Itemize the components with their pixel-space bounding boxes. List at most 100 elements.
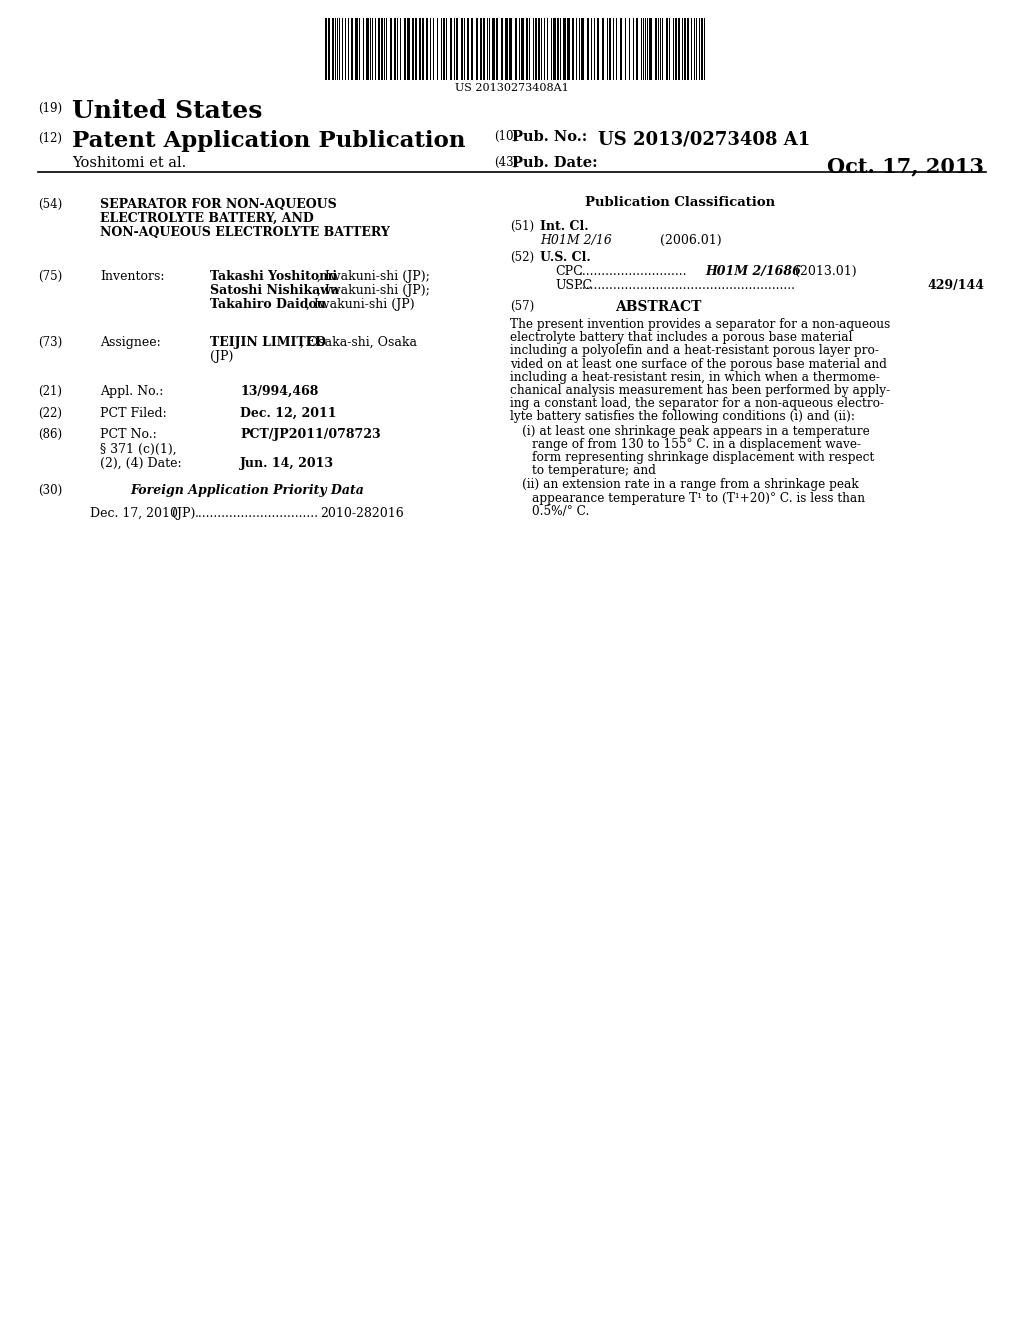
Text: (2), (4) Date:: (2), (4) Date: xyxy=(100,457,181,470)
Text: (19): (19) xyxy=(38,102,62,115)
Bar xyxy=(422,18,424,81)
Text: (12): (12) xyxy=(38,132,62,145)
Text: (JP): (JP) xyxy=(172,507,196,520)
Bar xyxy=(675,18,677,81)
Text: Jun. 14, 2013: Jun. 14, 2013 xyxy=(240,457,334,470)
Text: (ii) an extension rate in a range from a shrinkage peak: (ii) an extension rate in a range from a… xyxy=(522,478,859,491)
Text: U.S. Cl.: U.S. Cl. xyxy=(540,251,591,264)
Text: range of from 130 to 155° C. in a displacement wave-: range of from 130 to 155° C. in a displa… xyxy=(532,438,861,451)
Bar xyxy=(351,18,353,81)
Text: Publication Classification: Publication Classification xyxy=(585,195,775,209)
Bar xyxy=(355,18,358,81)
Text: ABSTRACT: ABSTRACT xyxy=(615,300,701,314)
Bar xyxy=(492,18,495,81)
Text: 13/994,468: 13/994,468 xyxy=(240,385,318,399)
Text: PCT No.:: PCT No.: xyxy=(100,428,157,441)
Bar xyxy=(515,18,517,81)
Text: (i) at least one shrinkage peak appears in a temperature: (i) at least one shrinkage peak appears … xyxy=(522,425,869,438)
Bar xyxy=(471,18,473,81)
Bar xyxy=(328,18,330,81)
Text: Pub. Date:: Pub. Date: xyxy=(512,156,598,170)
Text: (51): (51) xyxy=(510,220,535,234)
Bar xyxy=(636,18,638,81)
Text: vided on at least one surface of the porous base material and: vided on at least one surface of the por… xyxy=(510,358,887,371)
Bar xyxy=(404,18,406,81)
Bar xyxy=(701,18,703,81)
Bar xyxy=(563,18,566,81)
Text: ............................: ............................ xyxy=(579,265,687,279)
Text: (73): (73) xyxy=(38,337,62,348)
Text: , Osaka-shi, Osaka: , Osaka-shi, Osaka xyxy=(300,337,417,348)
Bar xyxy=(597,18,599,81)
Text: Int. Cl.: Int. Cl. xyxy=(540,220,589,234)
Text: (52): (52) xyxy=(510,251,535,264)
Bar xyxy=(456,18,458,81)
Bar xyxy=(461,18,463,81)
Text: (54): (54) xyxy=(38,198,62,211)
Text: Takahiro Daidou: Takahiro Daidou xyxy=(210,298,326,312)
Bar xyxy=(687,18,689,81)
Bar xyxy=(557,18,559,81)
Bar xyxy=(649,18,652,81)
Bar xyxy=(332,18,334,81)
Bar xyxy=(443,18,445,81)
Text: H01M 2/16: H01M 2/16 xyxy=(540,234,612,247)
Text: Pub. No.:: Pub. No.: xyxy=(512,129,587,144)
Text: ................................: ................................ xyxy=(195,507,319,520)
Bar xyxy=(553,18,556,81)
Text: form representing shrinkage displacement with respect: form representing shrinkage displacement… xyxy=(532,451,874,465)
Text: US 2013/0273408 A1: US 2013/0273408 A1 xyxy=(598,129,810,148)
Bar xyxy=(467,18,469,81)
Text: (30): (30) xyxy=(38,484,62,498)
Text: appearance temperature T¹ to (T¹+20)° C. is less than: appearance temperature T¹ to (T¹+20)° C.… xyxy=(532,491,865,504)
Bar xyxy=(390,18,392,81)
Text: 0.5%/° C.: 0.5%/° C. xyxy=(532,504,590,517)
Bar xyxy=(581,18,584,81)
Bar xyxy=(426,18,428,81)
Text: Oct. 17, 2013: Oct. 17, 2013 xyxy=(827,156,984,176)
Text: , Iwakuni-shi (JP): , Iwakuni-shi (JP) xyxy=(306,298,415,312)
Text: 2010-282016: 2010-282016 xyxy=(319,507,403,520)
Text: USPC: USPC xyxy=(555,279,592,292)
Bar xyxy=(666,18,668,81)
Text: PCT/JP2011/078723: PCT/JP2011/078723 xyxy=(240,428,381,441)
Bar xyxy=(412,18,414,81)
Text: (21): (21) xyxy=(38,385,62,399)
Bar xyxy=(394,18,396,81)
Text: (57): (57) xyxy=(510,300,535,313)
Text: United States: United States xyxy=(72,99,262,123)
Text: chanical analysis measurement has been performed by apply-: chanical analysis measurement has been p… xyxy=(510,384,890,397)
Text: Assignee:: Assignee: xyxy=(100,337,161,348)
Text: 429/144: 429/144 xyxy=(927,279,984,292)
Text: Foreign Application Priority Data: Foreign Application Priority Data xyxy=(130,484,364,498)
Bar xyxy=(407,18,410,81)
Bar xyxy=(505,18,508,81)
Text: ing a constant load, the separator for a non-aqueous electro-: ing a constant load, the separator for a… xyxy=(510,397,884,411)
Bar xyxy=(476,18,478,81)
Text: NON-AQUEOUS ELECTROLYTE BATTERY: NON-AQUEOUS ELECTROLYTE BATTERY xyxy=(100,226,390,239)
Bar xyxy=(538,18,540,81)
Bar xyxy=(526,18,528,81)
Text: including a heat-resistant resin, in which when a thermome-: including a heat-resistant resin, in whi… xyxy=(510,371,880,384)
Text: Patent Application Publication: Patent Application Publication xyxy=(72,129,466,152)
Text: Takashi Yoshitomi: Takashi Yoshitomi xyxy=(210,271,337,282)
Text: ........................................................: ........................................… xyxy=(579,279,796,292)
Text: including a polyolefin and a heat-resistant porous layer pro-: including a polyolefin and a heat-resist… xyxy=(510,345,879,358)
Text: CPC: CPC xyxy=(555,265,583,279)
Text: US 20130273408A1: US 20130273408A1 xyxy=(455,83,569,92)
Text: lyte battery satisfies the following conditions (i) and (ii):: lyte battery satisfies the following con… xyxy=(510,411,855,424)
Bar xyxy=(684,18,686,81)
Bar xyxy=(678,18,680,81)
Text: (75): (75) xyxy=(38,271,62,282)
Bar xyxy=(521,18,524,81)
Text: Satoshi Nishikawa: Satoshi Nishikawa xyxy=(210,284,339,297)
Text: Dec. 12, 2011: Dec. 12, 2011 xyxy=(240,407,337,420)
Text: (43): (43) xyxy=(494,156,518,169)
Bar xyxy=(483,18,485,81)
Bar xyxy=(501,18,503,81)
Text: § 371 (c)(1),: § 371 (c)(1), xyxy=(100,444,176,455)
Text: , Iwakuni-shi (JP);: , Iwakuni-shi (JP); xyxy=(317,284,430,297)
Bar xyxy=(535,18,537,81)
Bar xyxy=(587,18,589,81)
Bar xyxy=(496,18,498,81)
